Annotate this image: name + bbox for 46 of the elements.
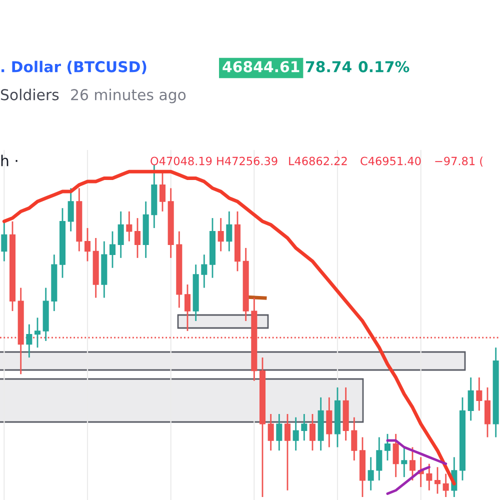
candlestick — [309, 413, 316, 452]
candlestick — [476, 376, 482, 412]
candlestick — [442, 473, 449, 498]
candlestick — [376, 436, 382, 482]
candlestick — [468, 376, 474, 422]
candlestick — [68, 187, 74, 232]
candlestick — [118, 210, 124, 259]
candlestick — [434, 466, 441, 494]
candlestick — [1, 220, 8, 262]
candlestick — [26, 324, 32, 358]
candlestick — [126, 210, 132, 242]
candlestick — [134, 217, 141, 259]
candlestick — [292, 416, 299, 452]
candlestick — [284, 413, 291, 492]
candlestick — [401, 446, 408, 478]
annotation: L46862.22 — [289, 156, 347, 166]
candlestick — [409, 446, 416, 482]
candlestick — [34, 317, 41, 348]
annotation: O47048.19 — [150, 156, 212, 166]
candlestick — [84, 227, 91, 262]
candlestick — [384, 433, 391, 462]
candlestick — [326, 396, 332, 448]
text: 26 minutes ago — [71, 88, 186, 104]
candlestick — [301, 413, 308, 442]
candlestick — [426, 463, 432, 492]
candlestick — [351, 416, 358, 462]
text: 0.17% — [358, 61, 410, 72]
candlestick — [201, 254, 208, 289]
text: . Dollar (BTCUSD) — [2, 60, 146, 74]
annotation: h · — [1, 154, 18, 166]
annotation: −97.81 ( — [435, 156, 483, 167]
candlestick — [268, 413, 274, 452]
candlestick — [159, 170, 166, 212]
candlestick — [368, 456, 374, 492]
candlestick — [184, 284, 191, 332]
annotation: H47256.39 — [217, 156, 278, 166]
annotation: C46951.40 — [360, 156, 421, 166]
text: 46844.61 — [222, 61, 300, 72]
candlestick — [484, 386, 491, 438]
candlestick — [226, 210, 232, 252]
candlestick — [109, 230, 116, 269]
text: Soldiers — [0, 88, 59, 100]
candlestick — [276, 413, 282, 452]
candlestick — [218, 217, 224, 252]
candlestick — [392, 433, 399, 478]
text: 78.74 — [306, 61, 352, 72]
